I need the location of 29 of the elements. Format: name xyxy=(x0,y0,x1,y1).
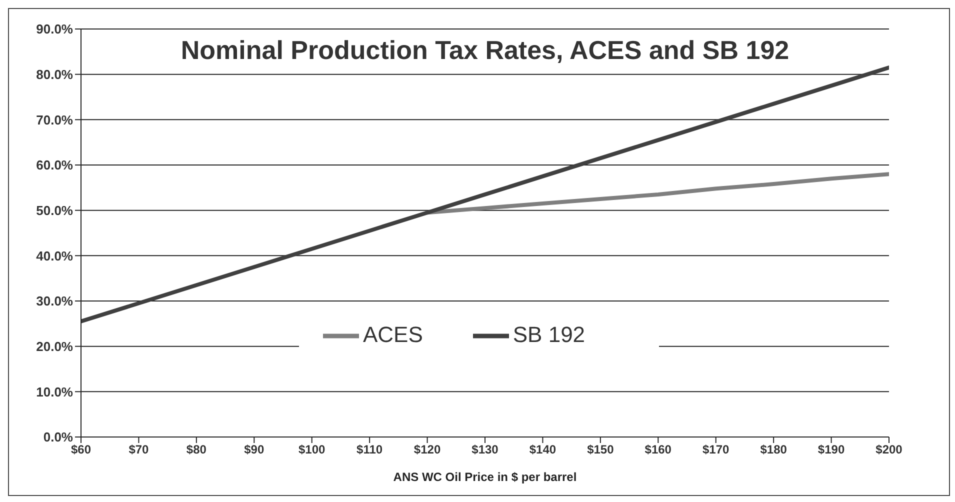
x-tick-label: $200 xyxy=(876,442,903,457)
x-tick-label: $120 xyxy=(414,442,441,457)
y-tick-label: 30.0% xyxy=(36,294,74,309)
legend-label: ACES xyxy=(362,322,423,347)
y-tick-label: 70.0% xyxy=(36,112,74,128)
x-tick-label: $110 xyxy=(356,442,383,457)
x-tick-label: $60 xyxy=(70,442,92,457)
x-tick-label: $160 xyxy=(644,442,672,457)
y-tick-label: 40.0% xyxy=(36,248,74,264)
x-tick-label: $70 xyxy=(128,442,150,457)
x-axis-title: ANS WC Oil Price in $ per barrel xyxy=(393,470,577,484)
x-tick-label: $180 xyxy=(760,442,788,457)
y-tick-label: 10.0% xyxy=(36,384,74,400)
y-tick-label: 80.0% xyxy=(36,66,74,82)
x-tick-label: $90 xyxy=(244,442,264,457)
y-tick-label: 50.0% xyxy=(36,202,74,218)
x-tick-label: $80 xyxy=(186,442,207,457)
x-tick-label: $100 xyxy=(298,442,326,457)
y-tick-label: 90.0% xyxy=(36,22,74,37)
legend-label: SB 192 xyxy=(512,322,586,347)
y-tick-label: 20.0% xyxy=(36,338,74,354)
x-tick-label: $140 xyxy=(529,442,556,457)
x-tick-label: $130 xyxy=(472,442,499,457)
x-tick-label: $190 xyxy=(818,442,845,457)
x-tick-label: $170 xyxy=(702,442,730,457)
y-tick-label: 60.0% xyxy=(36,158,74,173)
x-tick-label: $150 xyxy=(587,442,614,457)
chart-title: Nominal Production Tax Rates, ACES and SB 192 xyxy=(180,35,790,65)
y-tick-label: 0.0% xyxy=(43,430,74,445)
